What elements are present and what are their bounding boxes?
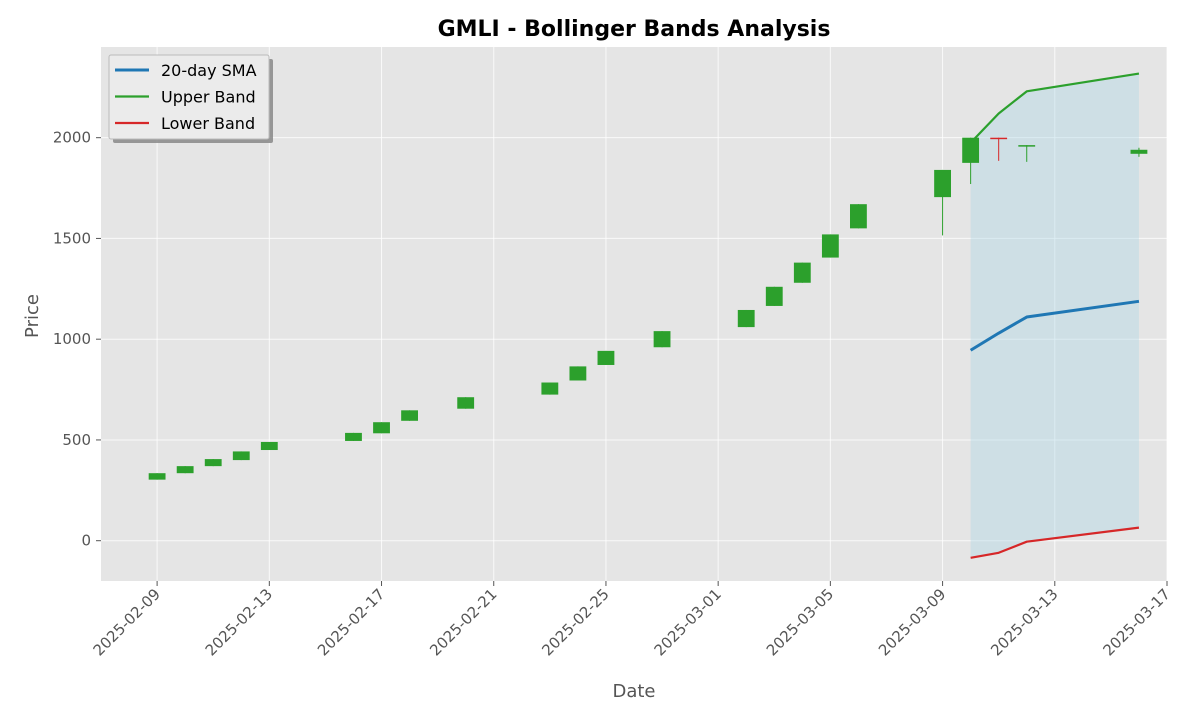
- x-tick-label: 2025-03-17: [1099, 585, 1173, 659]
- candle-body: [232, 451, 250, 461]
- candle-body: [962, 137, 980, 163]
- legend: 20-day SMA Upper Band Lower Band: [108, 54, 273, 143]
- candle-body: [1130, 149, 1148, 154]
- candle-body: [793, 262, 811, 283]
- candle-body: [148, 473, 166, 480]
- x-tick-label: 2025-02-21: [426, 585, 500, 659]
- x-tick-label: 2025-02-17: [314, 585, 388, 659]
- y-tick-label: 0: [81, 532, 91, 550]
- upper-band-line: [969, 72, 1140, 144]
- plot-area: [101, 47, 1167, 581]
- candle-body: [541, 382, 559, 395]
- candle-body: [569, 366, 587, 381]
- candle-body: [765, 286, 783, 306]
- candle-body: [1018, 145, 1036, 147]
- candle-body: [176, 466, 194, 474]
- legend-label: 20-day SMA: [161, 61, 257, 80]
- grid-lines: [101, 47, 1168, 581]
- y-tick-label: 1500: [53, 229, 91, 247]
- x-tick-label: 2025-03-05: [763, 585, 837, 659]
- sma-line: [969, 299, 1140, 352]
- legend-label: Upper Band: [161, 88, 256, 107]
- y-tick-label: 2000: [53, 129, 91, 147]
- candle-body: [934, 169, 951, 198]
- candle-body: [345, 432, 362, 441]
- lower-band-line: [970, 526, 1140, 559]
- x-tick-label: 2025-03-09: [875, 585, 949, 659]
- legend-box: [108, 54, 270, 140]
- candlesticks: [148, 137, 1148, 480]
- x-axis-label: Date: [612, 681, 655, 702]
- x-tick-label: 2025-02-25: [538, 585, 612, 659]
- candle-body: [850, 204, 867, 229]
- x-tick-label: 2025-03-01: [651, 585, 725, 659]
- x-tick-label: 2025-02-09: [90, 585, 164, 659]
- candle-body: [737, 309, 755, 328]
- candle-body: [597, 350, 615, 365]
- x-tick-label: 2025-03-13: [987, 585, 1061, 659]
- y-tick-label: 500: [62, 431, 91, 449]
- candle-body: [373, 422, 390, 434]
- bollinger-band-fill: [970, 73, 1139, 558]
- y-axis-label: Price: [22, 294, 43, 338]
- band-fill-area: [970, 73, 1139, 558]
- candle-body: [401, 410, 418, 421]
- candle-body: [653, 331, 671, 348]
- y-tick-label: 1000: [53, 330, 91, 348]
- candle-body: [990, 137, 1008, 140]
- candle-body: [821, 234, 839, 258]
- x-tick-label: 2025-02-13: [202, 585, 276, 659]
- candle-body: [204, 459, 222, 467]
- chart-title: GMLI - Bollinger Bands Analysis: [438, 17, 831, 42]
- legend-label: Lower Band: [161, 114, 255, 133]
- band-lines: [969, 72, 1140, 559]
- candle-body: [260, 441, 278, 451]
- candle-body: [457, 397, 475, 409]
